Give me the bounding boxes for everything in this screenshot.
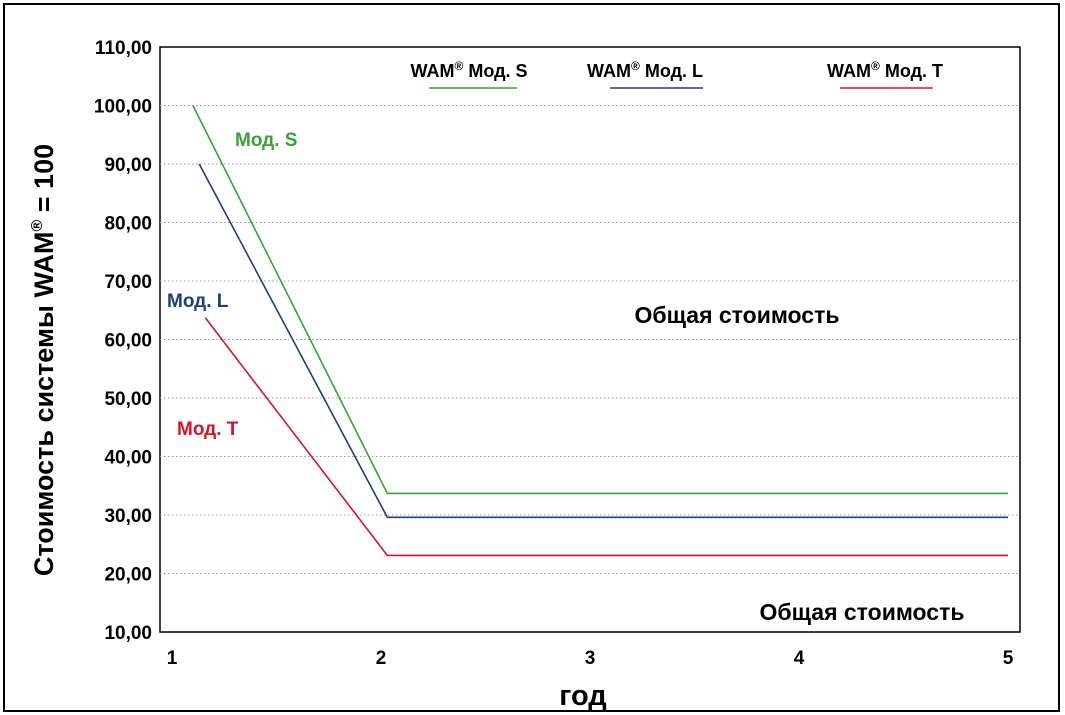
- legend-label: WAM® Мод. T: [827, 59, 943, 81]
- y-tick-label: 70,00: [104, 272, 152, 293]
- y-tick-label: 90,00: [104, 155, 152, 176]
- y-axis-label-sup: ®: [29, 220, 46, 232]
- series-lines: [192, 105, 1008, 557]
- y-tick-label: 80,00: [104, 214, 152, 235]
- series-labels: Мод. S Мод. L Мод. T: [167, 130, 297, 440]
- chart-frame: 110,00 100,00 90,00 80,00 70,00 60,00 50,00 40,…: [3, 3, 1060, 712]
- y-tick-label: 40,00: [104, 448, 152, 469]
- series-line: [192, 105, 1008, 495]
- y-tick-label: 30,00: [104, 506, 152, 527]
- y-tick-label: 100,00: [94, 97, 152, 118]
- x-tick-label: 3: [585, 648, 596, 669]
- series-label: Мод. S: [235, 130, 297, 151]
- series-line: [198, 163, 1008, 519]
- annotation-total-cost-bottom: Общая стоимость: [760, 599, 965, 625]
- series-label: Мод. L: [167, 291, 229, 312]
- x-tick-label: 4: [794, 648, 805, 669]
- x-tick-label: 1: [167, 648, 178, 669]
- y-tick-label: 50,00: [104, 389, 152, 410]
- annotation-total-cost-middle: Общая стоимость: [635, 302, 840, 328]
- legend-label: WAM® Мод. L: [587, 59, 703, 81]
- series-line: [204, 317, 1008, 557]
- x-tick-labels: 1 2 3 4 5: [167, 648, 1014, 669]
- grid-lines: [160, 105, 1020, 574]
- series-label: Мод. T: [177, 419, 239, 440]
- y-tick-label: 110,00: [95, 38, 152, 59]
- y-axis-label: Стоимость системы WAM® = 100: [29, 144, 59, 576]
- y-tick-label: 20,00: [104, 565, 152, 586]
- y-axis-label-suffix: = 100: [29, 144, 59, 220]
- x-tick-label: 5: [1003, 648, 1014, 669]
- y-tick-labels: 110,00 100,00 90,00 80,00 70,00 60,00 50,00 40,…: [94, 38, 152, 644]
- line-chart: 110,00100,0090,0080,0070,0060,0050,0040,…: [29, 38, 1021, 712]
- x-tick-label: 2: [376, 648, 387, 669]
- legend: WAM® Мод. S WAM® Мод. L WAM® Мод. T: [410, 59, 943, 89]
- x-axis-label: год: [559, 680, 606, 710]
- y-axis-label-main: Стоимость системы WAM: [29, 232, 59, 577]
- y-tick-label: 10,00: [104, 623, 152, 644]
- legend-label: WAM® Мод. S: [410, 59, 527, 81]
- y-tick-label: 60,00: [104, 331, 152, 352]
